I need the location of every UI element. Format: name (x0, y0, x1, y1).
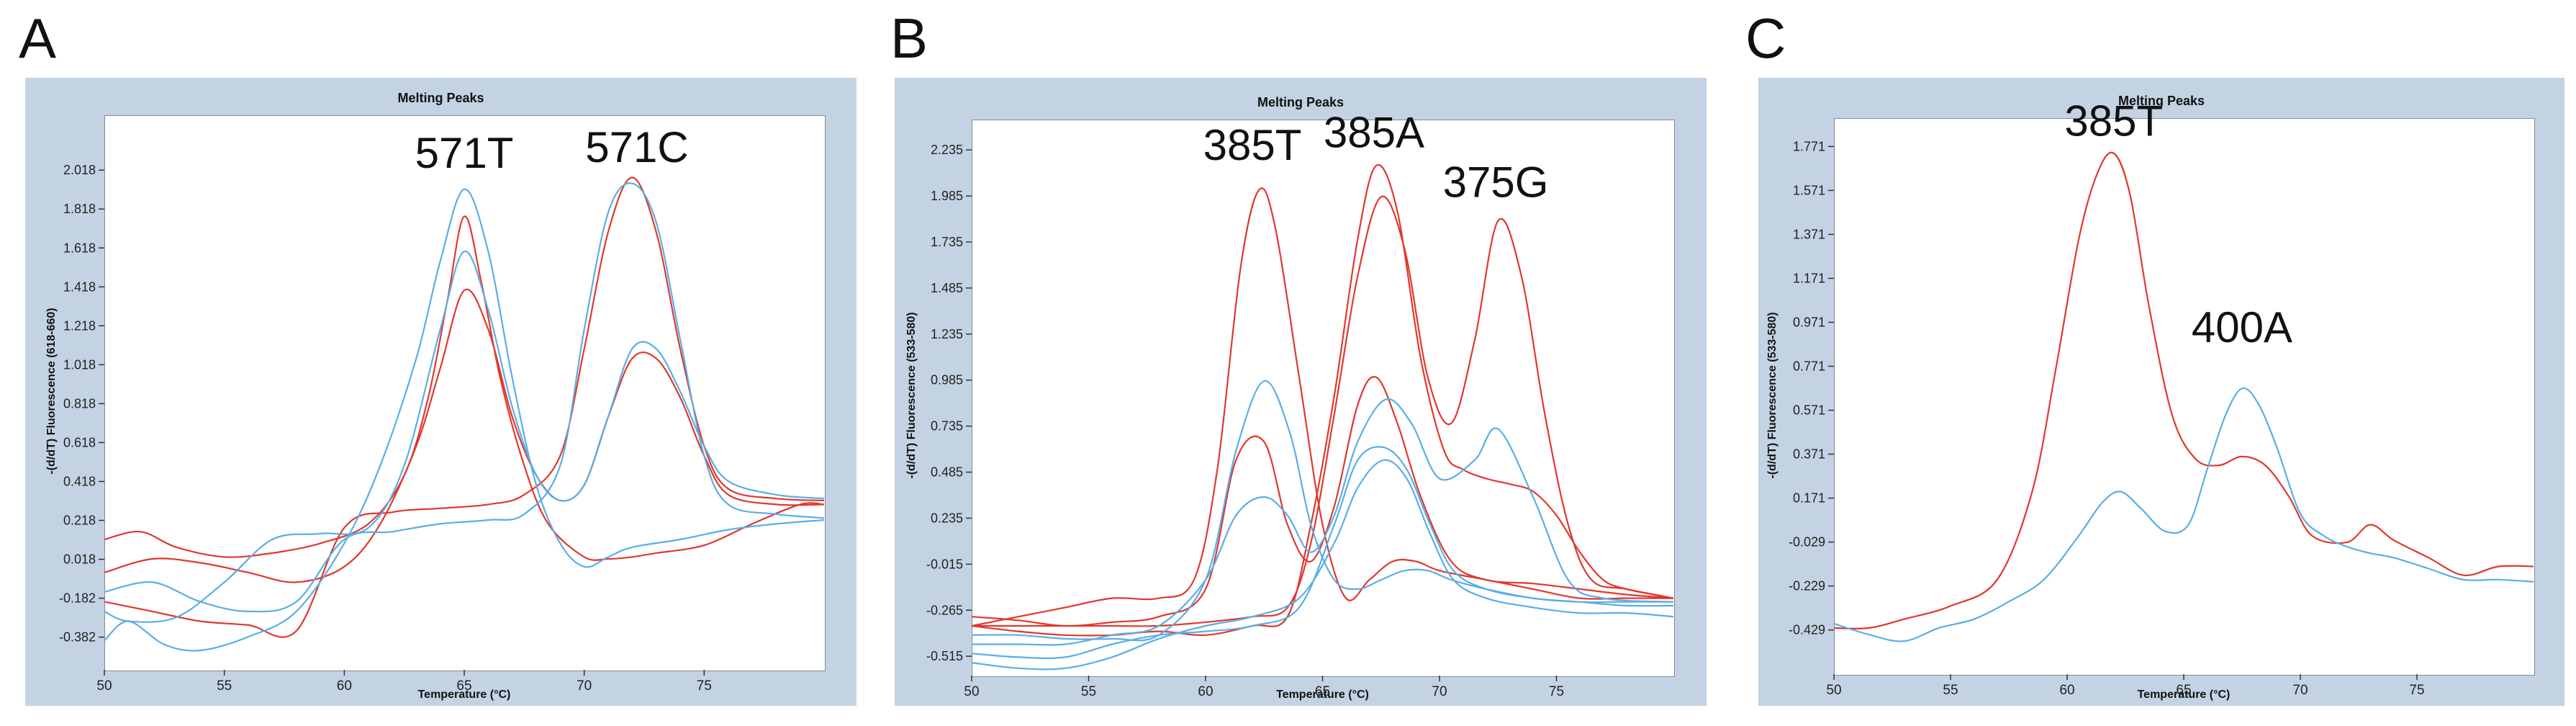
y-tick-label: 2.018 (63, 163, 96, 177)
x-tick-label: 55 (1943, 683, 1958, 698)
y-tick-label: 1.018 (63, 357, 96, 372)
chart-panel-a: Melting Peaks -(d/dT) Fluorescence (618-… (25, 78, 857, 706)
panel-label-b: B (890, 6, 928, 70)
y-tick-label: 1.218 (63, 318, 96, 333)
y-tick-label: 0.171 (1793, 491, 1825, 506)
series-line-blue-6 (971, 398, 1674, 646)
chart-title: Melting Peaks (2118, 94, 2205, 108)
y-tick-label: 1.235 (931, 327, 963, 341)
y-tick-label: 0.735 (931, 419, 963, 434)
chart-panel-c: Melting Peaks -(d/dT) Fluorescence (533-… (1758, 78, 2564, 706)
y-tick-label: 2.235 (931, 143, 963, 157)
chart-svg: 50 55 60 65 70 75 2.235 1.985 1.735 1.485 1.235 0.9… (926, 108, 1674, 699)
y-tick-label: 0.618 (63, 435, 96, 449)
chart-title: Melting Peaks (1257, 95, 1345, 109)
y-tick-label: -0.265 (926, 603, 963, 617)
y-tick-label: 1.571 (1793, 183, 1825, 197)
y-tick-label: 1.485 (931, 281, 963, 295)
series-line-red-3 (971, 163, 1674, 637)
series-line-red-2 (104, 288, 825, 583)
x-tick-label: 70 (2292, 683, 2308, 698)
x-tick-label: 50 (964, 684, 979, 699)
peak-annotation: 571T (415, 129, 514, 177)
panel-label-a: A (19, 6, 57, 70)
y-tick-label: 0.235 (931, 511, 963, 525)
series-line-blue-2 (1833, 387, 2534, 642)
x-tick-label: 70 (577, 678, 592, 694)
x-axis-label: Temperature (°C) (1276, 689, 1369, 701)
peak-annotation: 571C (585, 123, 688, 171)
y-tick-label: 0.418 (63, 474, 96, 488)
y-tick-label: 1.735 (931, 235, 963, 249)
series-line-blue-8 (971, 459, 1674, 671)
series-line-blue-4 (104, 188, 825, 652)
chart-svg: 50 55 60 65 70 75 2.018 1.818 1.618 1.418 1.218 1.0… (59, 123, 825, 694)
y-tick-label: 1.171 (1793, 271, 1825, 285)
y-tick-label: -0.029 (1789, 535, 1825, 550)
x-tick-label: 75 (1549, 684, 1564, 699)
plot-area (1834, 118, 2535, 676)
x-tick-label: 60 (337, 678, 352, 694)
x-tick-label: 60 (1198, 684, 1213, 699)
x-tick-label: 55 (217, 678, 232, 694)
chart-svg: 50 55 60 65 70 75 1.771 1.571 1.371 1.171 0.971 0.7… (1789, 97, 2534, 698)
y-tick-label: 0.985 (931, 373, 963, 387)
x-axis-label: Temperature (°C) (2137, 689, 2231, 701)
y-tick-label: 0.771 (1793, 359, 1825, 374)
series-line-red-3 (104, 176, 825, 638)
y-tick-label: 0.971 (1793, 315, 1825, 329)
panel-label-c: C (1745, 6, 1786, 70)
peak-annotation: 385T (1203, 121, 1302, 169)
y-tick-label: -0.515 (926, 649, 963, 663)
y-tick-label: 0.018 (63, 552, 96, 567)
y-tick-label: 0.818 (63, 396, 96, 411)
y-tick-label: 0.218 (63, 514, 96, 528)
series-line-blue-5 (104, 250, 825, 623)
y-tick-label: 0.485 (931, 465, 963, 480)
series-line-red-4 (972, 195, 1674, 627)
y-tick-label: -0.429 (1789, 623, 1825, 637)
x-axis-label: Temperature (°C) (417, 689, 511, 701)
y-tick-label: -0.015 (926, 557, 963, 571)
x-tick-label: 65 (1315, 684, 1330, 699)
y-tick-label: -0.182 (59, 591, 96, 606)
peak-annotation: 385A (1324, 108, 1424, 156)
series-line-blue-6 (104, 182, 825, 613)
peak-annotation: 375G (1443, 158, 1549, 206)
x-tick-label: 50 (96, 678, 112, 694)
plot-area (972, 120, 1675, 677)
x-tick-label: 55 (1081, 684, 1096, 699)
chart-title: Melting Peaks (397, 91, 484, 105)
y-tick-label: -0.382 (59, 630, 96, 645)
series-line-red-2 (971, 376, 1674, 627)
x-tick-label: 75 (697, 678, 712, 694)
plot-area (104, 115, 826, 671)
series-line-blue-7 (971, 446, 1674, 660)
y-tick-label: 0.371 (1793, 447, 1825, 462)
y-tick-label: -0.229 (1789, 579, 1825, 593)
x-tick-label: 50 (1826, 683, 1841, 698)
y-tick-label: 0.571 (1793, 403, 1825, 418)
series-line-red-1 (1833, 151, 2534, 629)
x-tick-label: 75 (2409, 683, 2424, 698)
peak-annotation: 400A (2192, 303, 2292, 351)
y-tick-label: 1.771 (1793, 139, 1825, 153)
y-tick-label: 1.618 (63, 241, 96, 255)
x-tick-label: 60 (2059, 683, 2074, 698)
chart-panel-b: Melting Peaks -(d/dT) Fluorescence (533-… (895, 78, 1707, 706)
x-tick-label: 65 (2176, 683, 2191, 698)
y-tick-label: 1.418 (63, 279, 96, 294)
x-tick-label: 70 (1432, 684, 1447, 699)
y-tick-label: 1.985 (931, 189, 963, 203)
series-line-red-1 (104, 215, 825, 561)
y-tick-label: 1.371 (1793, 227, 1825, 241)
y-tick-label: 1.818 (63, 202, 96, 216)
series-line-red-1 (971, 187, 1673, 627)
peak-annotation: 385T (2064, 97, 2163, 145)
x-tick-label: 65 (456, 678, 471, 694)
